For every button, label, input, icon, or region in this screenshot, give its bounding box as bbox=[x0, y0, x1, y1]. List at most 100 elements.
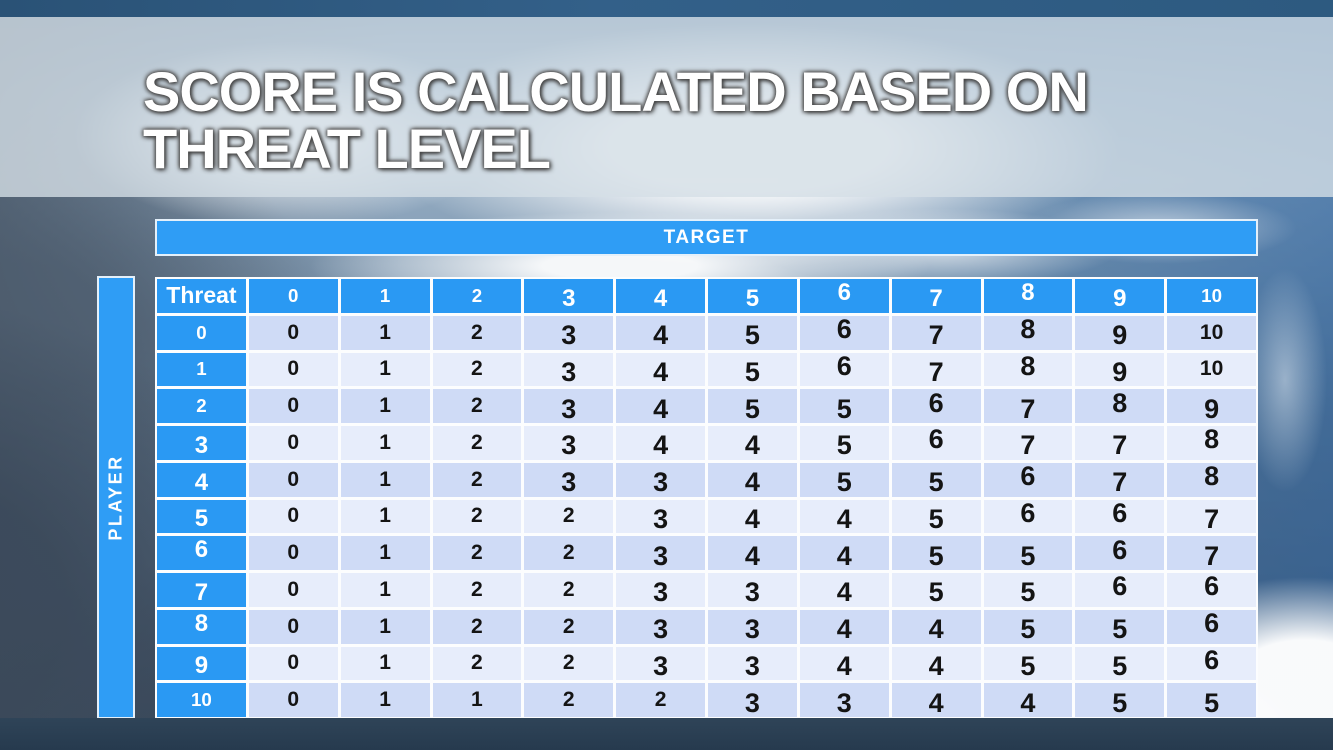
score-cell: 8 bbox=[983, 352, 1073, 387]
row-header-cell: 2 bbox=[157, 389, 246, 423]
row-header-cell: 7 bbox=[157, 573, 246, 607]
score-cell: 6 bbox=[983, 462, 1073, 497]
score-cell: 0 bbox=[248, 462, 338, 497]
score-cell: 4 bbox=[799, 646, 889, 681]
title-band: SCORE IS CALCULATED BASED ON THREAT LEVE… bbox=[0, 17, 1333, 197]
score-cell: 1 bbox=[340, 426, 430, 460]
score-cell: 10 bbox=[1167, 352, 1256, 387]
score-cell: 4 bbox=[616, 315, 705, 350]
score-cell: 5 bbox=[891, 573, 981, 607]
score-cell: 2 bbox=[432, 389, 522, 423]
score-cell: 1 bbox=[432, 683, 522, 717]
score-cell: 0 bbox=[248, 315, 338, 350]
score-cell: 3 bbox=[524, 462, 614, 497]
score-cell: 5 bbox=[891, 462, 981, 497]
score-cell: 5 bbox=[799, 462, 889, 497]
score-cell: 1 bbox=[340, 609, 430, 644]
score-cell: 0 bbox=[248, 536, 338, 570]
score-cell: 2 bbox=[524, 683, 614, 717]
column-header-cell: 7 bbox=[891, 279, 981, 313]
column-header-cell: 10 bbox=[1167, 279, 1256, 313]
score-cell: 7 bbox=[983, 426, 1073, 460]
score-cell: 5 bbox=[708, 389, 797, 423]
score-cell: 3 bbox=[708, 573, 797, 607]
score-cell: 1 bbox=[340, 352, 430, 387]
score-cell: 1 bbox=[340, 389, 430, 423]
score-cell: 0 bbox=[248, 389, 338, 423]
score-cell: 4 bbox=[708, 499, 797, 534]
score-cell: 0 bbox=[248, 426, 338, 460]
slide-title-line-1: SCORE IS CALCULATED BASED ON bbox=[143, 60, 1089, 123]
score-cell: 4 bbox=[616, 352, 705, 387]
score-cell: 0 bbox=[248, 646, 338, 681]
score-cell: 7 bbox=[891, 352, 981, 387]
score-cell: 10 bbox=[1167, 315, 1256, 350]
score-cell: 6 bbox=[1075, 536, 1165, 570]
score-cell: 2 bbox=[432, 536, 522, 570]
score-cell: 5 bbox=[799, 426, 889, 460]
score-cell: 2 bbox=[432, 573, 522, 607]
score-cell: 8 bbox=[1075, 389, 1165, 423]
score-cell: 7 bbox=[1167, 499, 1256, 534]
column-header-cell: 3 bbox=[524, 279, 614, 313]
score-cell: 3 bbox=[708, 609, 797, 644]
score-cell: 9 bbox=[1167, 389, 1256, 423]
score-cell: 5 bbox=[983, 536, 1073, 570]
score-cell: 7 bbox=[983, 389, 1073, 423]
score-cell: 3 bbox=[616, 646, 705, 681]
score-cell: 9 bbox=[1075, 352, 1165, 387]
score-cell: 6 bbox=[891, 389, 981, 423]
row-header-cell: 6 bbox=[157, 536, 246, 570]
column-header-cell: 6 bbox=[799, 279, 889, 313]
score-cell: 6 bbox=[983, 499, 1073, 534]
score-cell: 1 bbox=[340, 315, 430, 350]
score-cell: 2 bbox=[524, 536, 614, 570]
score-cell: 3 bbox=[616, 609, 705, 644]
score-cell: 2 bbox=[432, 462, 522, 497]
score-cell: 2 bbox=[432, 499, 522, 534]
score-cell: 4 bbox=[799, 536, 889, 570]
score-cell: 6 bbox=[1167, 609, 1256, 644]
score-cell: 7 bbox=[1167, 536, 1256, 570]
row-header-cell: 5 bbox=[157, 499, 246, 534]
score-cell: 4 bbox=[983, 683, 1073, 717]
column-header-cell: 9 bbox=[1075, 279, 1165, 313]
slide-title-line-2: THREAT LEVEL bbox=[143, 117, 551, 180]
score-cell: 6 bbox=[1167, 573, 1256, 607]
score-cell: 0 bbox=[248, 352, 338, 387]
score-cell: 3 bbox=[799, 683, 889, 717]
score-cell: 6 bbox=[891, 426, 981, 460]
score-cell: 4 bbox=[891, 646, 981, 681]
score-cell: 2 bbox=[524, 499, 614, 534]
column-header-cell: 1 bbox=[340, 279, 430, 313]
score-cell: 2 bbox=[432, 609, 522, 644]
score-cell: 5 bbox=[983, 573, 1073, 607]
score-cell: 5 bbox=[1075, 646, 1165, 681]
score-cell: 3 bbox=[524, 426, 614, 460]
score-cell: 1 bbox=[340, 683, 430, 717]
score-cell: 3 bbox=[524, 315, 614, 350]
column-header-cell: 8 bbox=[983, 279, 1073, 313]
score-cell: 5 bbox=[708, 315, 797, 350]
score-cell: 8 bbox=[983, 315, 1073, 350]
corner-header-cell: Threat bbox=[157, 279, 246, 313]
score-cell: 3 bbox=[616, 536, 705, 570]
score-cell: 5 bbox=[983, 646, 1073, 681]
score-cell: 6 bbox=[1075, 573, 1165, 607]
row-header-cell: 10 bbox=[157, 683, 246, 717]
score-cell: 6 bbox=[1075, 499, 1165, 534]
player-axis-label: PLAYER bbox=[105, 454, 126, 541]
target-axis-header: TARGET bbox=[155, 219, 1258, 256]
score-cell: 2 bbox=[432, 315, 522, 350]
score-cell: 8 bbox=[1167, 426, 1256, 460]
score-cell: 3 bbox=[708, 683, 797, 717]
score-cell: 2 bbox=[432, 426, 522, 460]
score-cell: 0 bbox=[248, 499, 338, 534]
score-cell: 2 bbox=[524, 573, 614, 607]
score-cell: 4 bbox=[708, 462, 797, 497]
score-cell: 7 bbox=[1075, 462, 1165, 497]
score-cell: 3 bbox=[616, 462, 705, 497]
score-cell: 4 bbox=[708, 426, 797, 460]
score-cell: 5 bbox=[1075, 609, 1165, 644]
score-cell: 4 bbox=[799, 499, 889, 534]
